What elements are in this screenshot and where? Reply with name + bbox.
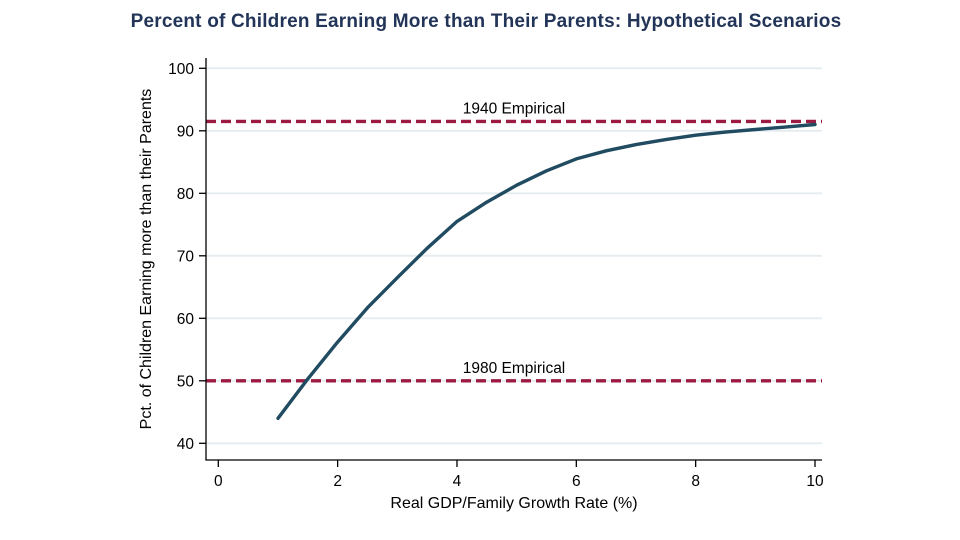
x-tick-label: 0 <box>214 473 223 490</box>
x-tick-label: 2 <box>333 473 342 490</box>
x-tick-label: 8 <box>691 473 700 490</box>
x-axis-title: Real GDP/Family Growth Rate (%) <box>390 495 637 512</box>
y-tick-label: 70 <box>177 248 195 265</box>
y-tick-label: 50 <box>177 373 195 390</box>
y-tick-label: 90 <box>177 123 195 140</box>
x-tick-label: 6 <box>572 473 581 490</box>
y-tick-label: 40 <box>177 436 195 453</box>
chart-title: Percent of Children Earning More than Th… <box>130 11 842 32</box>
y-tick-label: 60 <box>177 311 195 328</box>
y-axis-title: Pct. of Children Earning more than their… <box>138 89 155 430</box>
series-line <box>276 122 817 420</box>
y-tick-label: 100 <box>168 61 194 78</box>
x-tick-label: 10 <box>806 473 824 490</box>
y-tick-label: 80 <box>177 186 195 203</box>
reference-line-label: 1980 Empirical <box>463 360 566 377</box>
x-tick-label: 4 <box>453 473 462 490</box>
reference-line-label: 1940 Empirical <box>463 100 566 117</box>
